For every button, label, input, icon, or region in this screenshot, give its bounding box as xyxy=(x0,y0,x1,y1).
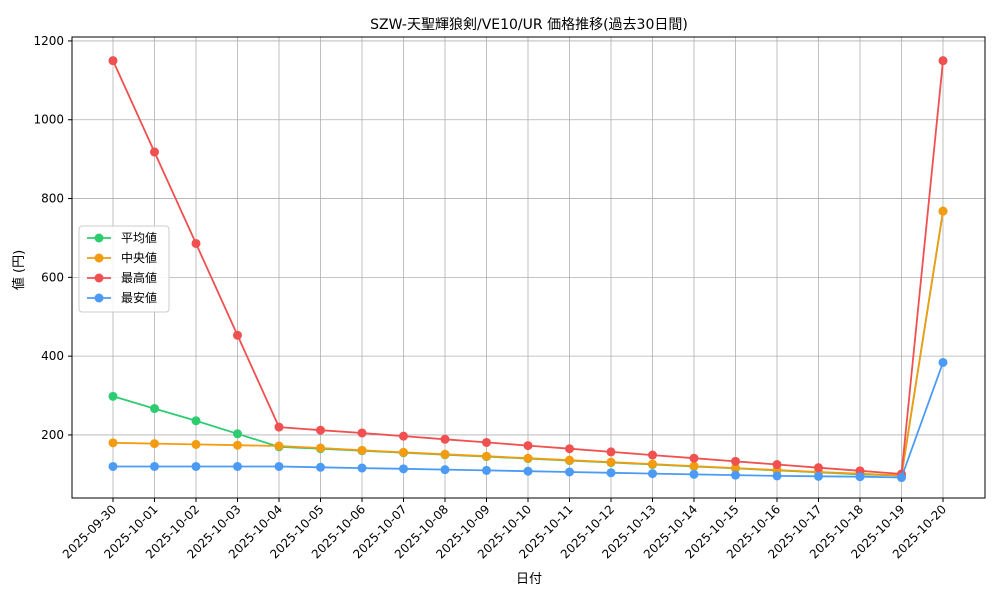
y-axis-label: 値 (円) xyxy=(11,250,27,290)
data-point xyxy=(938,206,948,216)
x-axis-label: 日付 xyxy=(516,572,542,587)
y-tick-label: 1000 xyxy=(33,113,64,127)
data-point xyxy=(606,468,616,478)
data-point xyxy=(150,147,159,157)
data-point xyxy=(274,441,284,451)
series-3 xyxy=(108,357,948,483)
legend-swatch-marker xyxy=(94,273,104,283)
data-point xyxy=(233,440,242,450)
data-point xyxy=(233,461,242,471)
legend-label: 最高値 xyxy=(121,270,157,285)
data-point xyxy=(938,357,948,367)
data-point xyxy=(523,466,533,476)
data-point xyxy=(565,444,574,454)
data-point xyxy=(772,471,782,481)
data-point xyxy=(689,469,699,479)
y-tick-label: 1200 xyxy=(33,34,64,48)
legend-box xyxy=(78,225,170,313)
data-point xyxy=(191,439,201,449)
data-point xyxy=(399,464,408,474)
data-point xyxy=(689,461,699,471)
data-point xyxy=(648,450,657,460)
data-point xyxy=(565,467,574,477)
data-point xyxy=(772,460,782,470)
data-point xyxy=(897,473,906,483)
legend-swatch-marker xyxy=(94,293,104,303)
data-point xyxy=(731,463,740,473)
legend-swatch-marker xyxy=(94,233,104,243)
data-point xyxy=(814,463,823,473)
data-point xyxy=(440,449,450,459)
data-point xyxy=(274,422,284,432)
legend-label: 平均値 xyxy=(121,230,157,245)
data-point xyxy=(108,461,118,471)
y-tick-label: 200 xyxy=(41,428,64,442)
data-point xyxy=(565,455,574,465)
data-point xyxy=(357,463,367,473)
legend-label: 最安値 xyxy=(121,290,157,305)
data-point xyxy=(855,472,865,482)
data-point xyxy=(689,453,699,463)
grid-layer xyxy=(72,37,985,498)
data-point xyxy=(440,434,450,444)
data-point xyxy=(731,456,740,466)
y-tick-label: 800 xyxy=(41,192,64,206)
data-point xyxy=(938,56,948,66)
data-point xyxy=(191,416,201,426)
data-point xyxy=(316,425,325,435)
data-point xyxy=(648,469,657,479)
data-point xyxy=(108,391,118,401)
data-point xyxy=(233,330,242,340)
chart-title: SZW-天聖輝狼剣/VE10/UR 価格推移(過去30日間) xyxy=(370,17,688,33)
data-point xyxy=(731,470,740,480)
data-point xyxy=(150,461,159,471)
data-point xyxy=(482,437,491,447)
data-point xyxy=(523,441,533,451)
legend-label: 中央値 xyxy=(121,250,157,265)
data-point xyxy=(150,439,159,449)
data-point xyxy=(357,428,367,438)
data-point xyxy=(523,453,533,463)
y-tick-label: 400 xyxy=(41,349,64,363)
data-point xyxy=(316,443,325,453)
data-point xyxy=(482,451,491,461)
data-point xyxy=(357,445,367,455)
data-point xyxy=(648,459,657,469)
data-point xyxy=(399,431,408,441)
data-point xyxy=(191,461,201,471)
series-layer xyxy=(108,56,948,483)
data-point xyxy=(440,465,450,475)
data-point xyxy=(399,447,408,457)
series-2 xyxy=(108,56,948,479)
data-point xyxy=(606,457,616,467)
legend-swatch-marker xyxy=(94,253,104,263)
data-point xyxy=(606,447,616,457)
data-point xyxy=(233,429,242,439)
data-point xyxy=(316,462,325,472)
data-point xyxy=(150,404,159,414)
data-point xyxy=(108,438,118,448)
y-tick-label: 600 xyxy=(41,270,64,284)
data-point xyxy=(814,471,823,481)
data-point xyxy=(108,56,118,66)
data-point xyxy=(274,461,284,471)
data-point xyxy=(482,465,491,475)
data-point xyxy=(191,238,201,248)
